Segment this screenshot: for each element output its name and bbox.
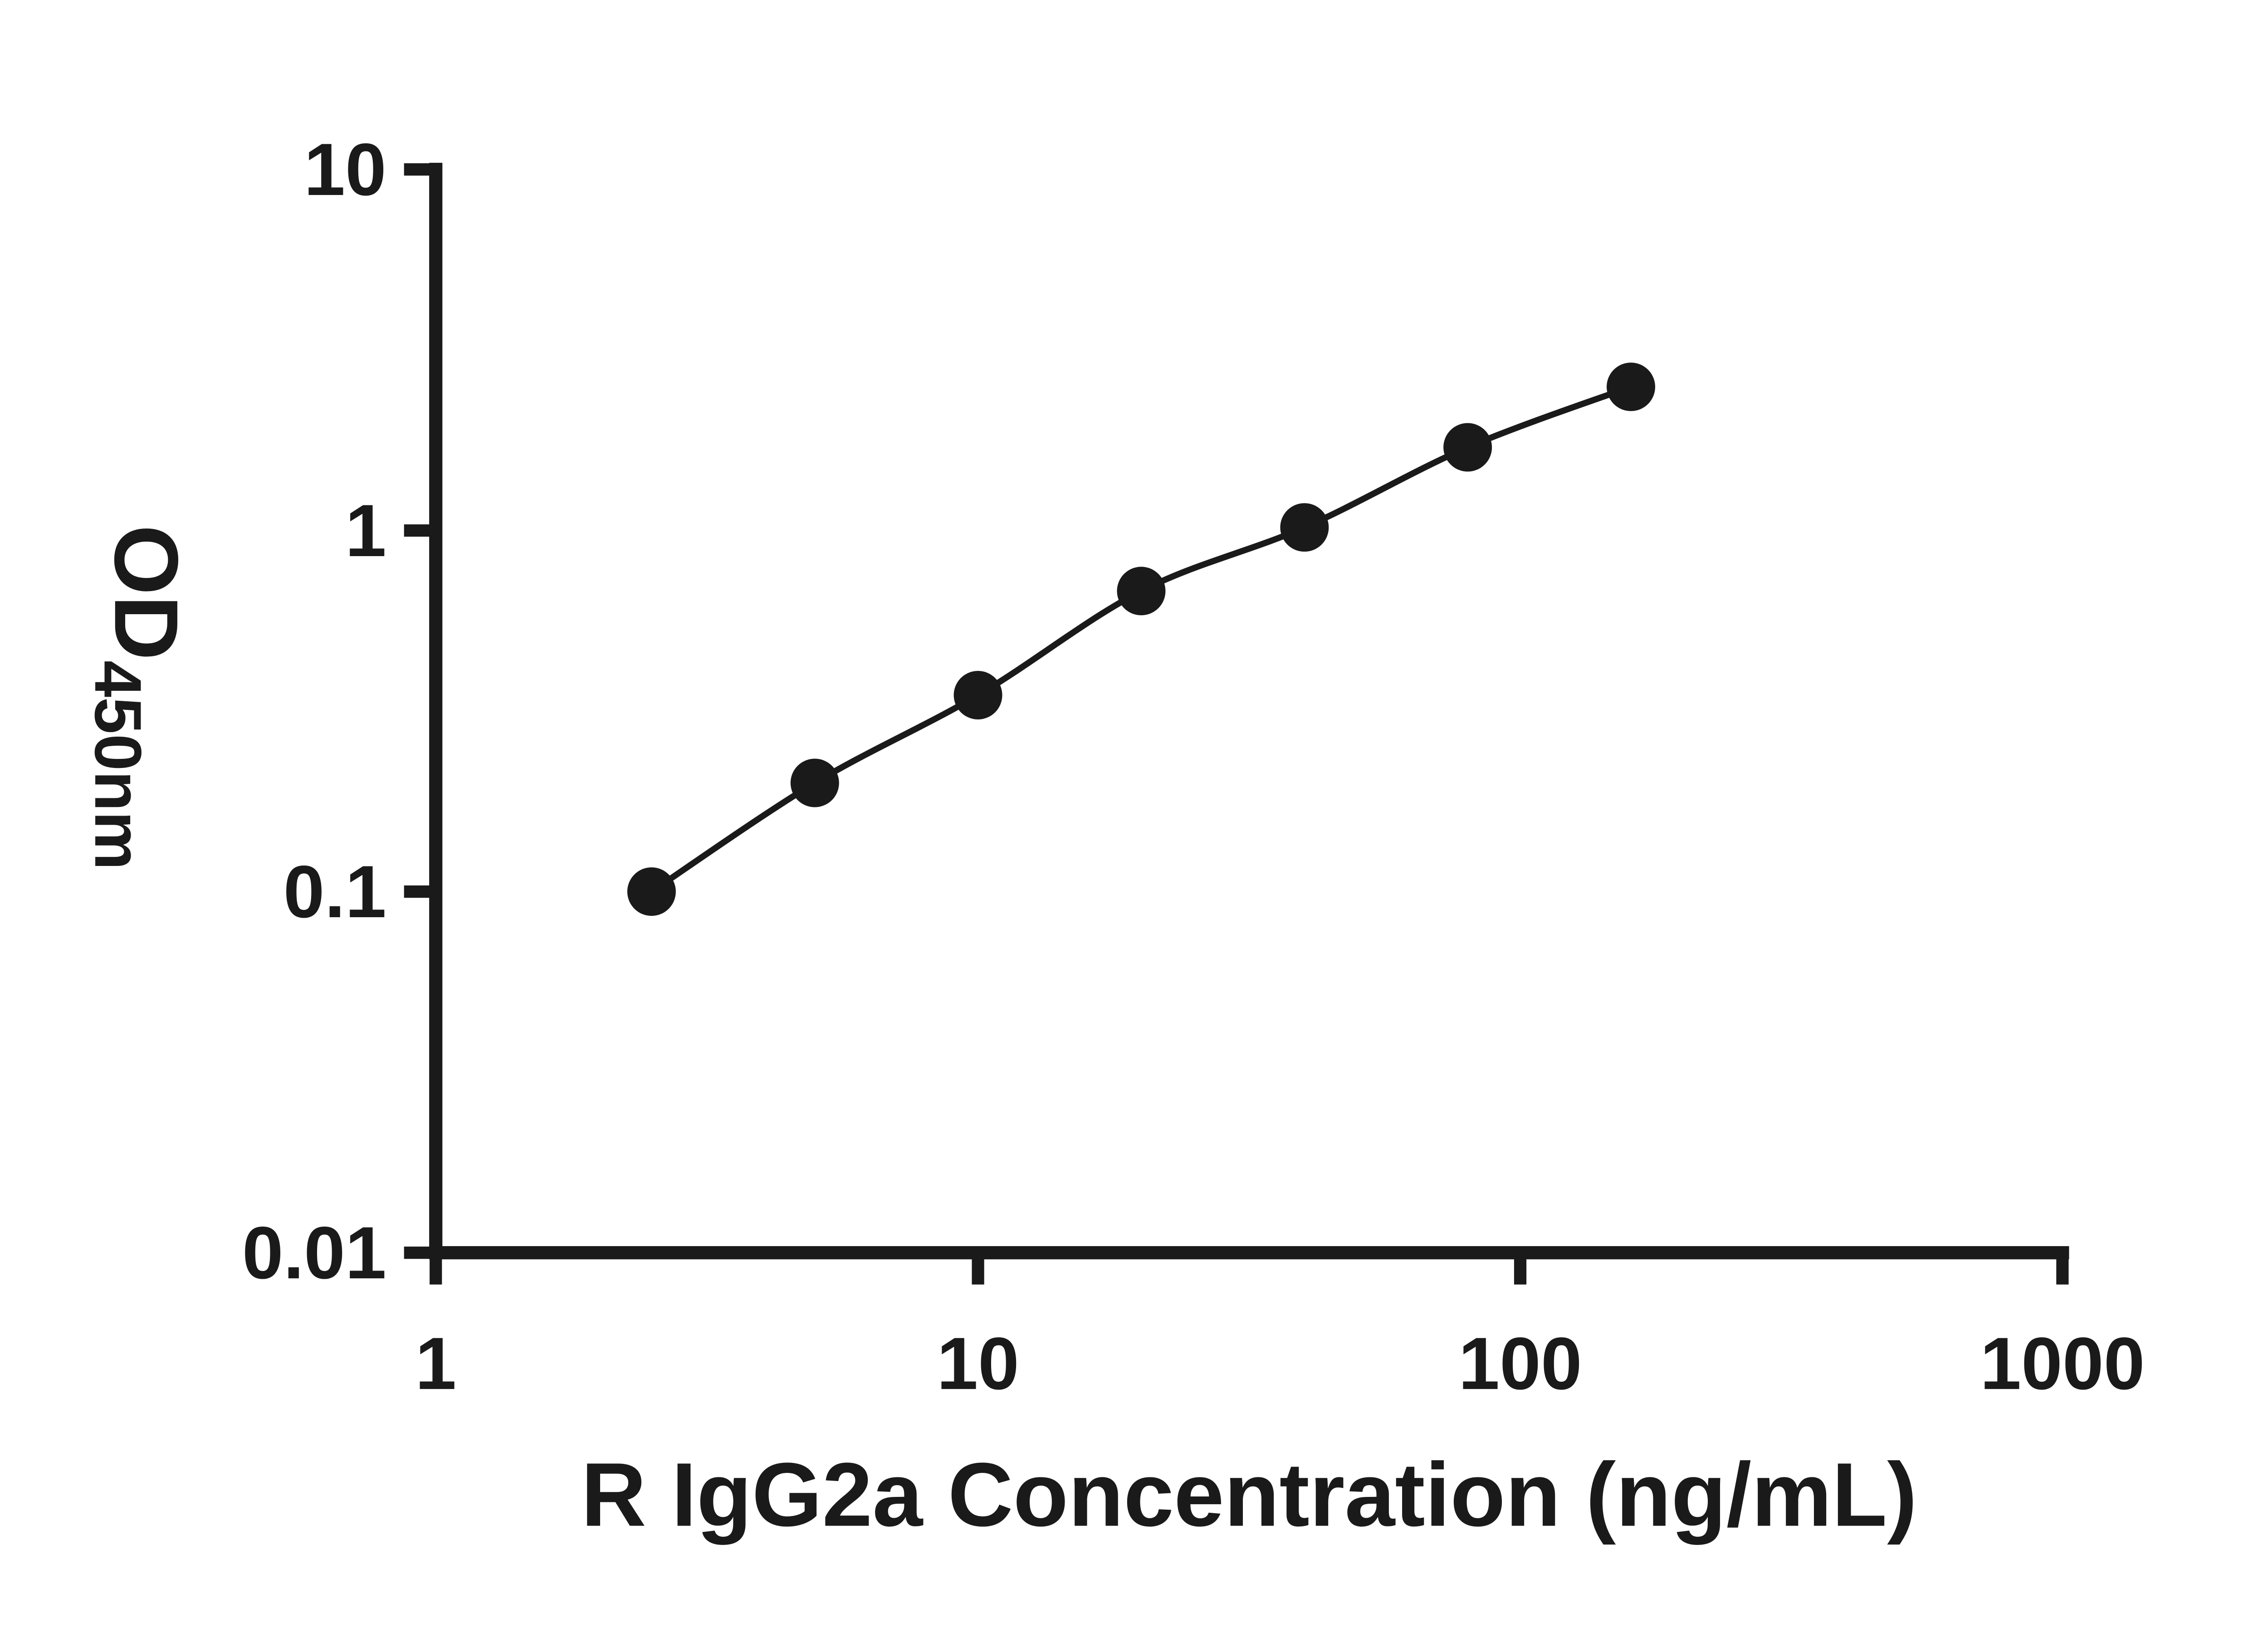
y-axis-title: OD450nm — [81, 525, 196, 870]
x-axis-title: R IgG2a Concentration (ng/mL) — [581, 1445, 1917, 1545]
y-axis-title-base: OD — [96, 525, 196, 660]
x-tick-label: 1000 — [1980, 1322, 2145, 1405]
data-point — [953, 671, 1002, 719]
data-point — [1280, 503, 1329, 552]
data-point — [1117, 567, 1166, 616]
data-point — [1607, 362, 1655, 411]
x-tick-label: 100 — [1458, 1322, 1582, 1405]
data-point — [1443, 423, 1492, 472]
data-point — [790, 758, 839, 807]
x-tick-label: 10 — [937, 1322, 1019, 1405]
data-point — [627, 867, 676, 916]
plot-layer: 1 10 100 1000 0.01 0.1 1 10 — [242, 128, 2145, 1405]
y-tick-label: 1 — [345, 489, 386, 572]
x-tick-label: 1 — [415, 1322, 456, 1405]
chart-background — [0, 22, 2268, 1611]
y-axis-title-subscript: 450nm — [81, 660, 155, 870]
y-tick-label: 0.01 — [242, 1211, 386, 1294]
y-tick-label: 10 — [304, 128, 386, 211]
y-tick-label: 0.1 — [284, 850, 386, 933]
